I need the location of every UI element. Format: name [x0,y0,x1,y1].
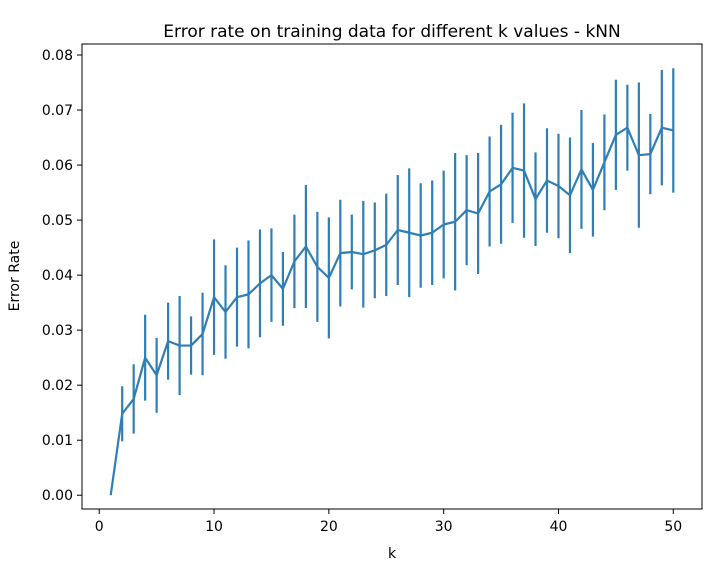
y-tick-label: 0.08 [42,48,73,64]
y-tick-label: 0.02 [42,378,73,394]
y-axis: 0.00 0.01 0.02 0.03 0.04 0.05 0.06 0.07 0.08 [42,48,82,504]
x-tick-label: 40 [550,519,568,535]
y-tick-label: 0.05 [42,213,73,229]
error-rate-line [109,126,674,496]
y-tick-label: 0.04 [42,268,73,284]
y-axis-label: Error Rate [7,241,23,312]
x-axis: 0 10 20 30 40 50 [95,509,682,535]
x-tick-label: 30 [435,519,453,535]
x-axis-label: k [388,546,397,562]
y-tick-label: 0.01 [42,433,73,449]
axes-frame [81,43,703,510]
x-tick-label: 20 [320,519,338,535]
x-tick-label: 10 [205,519,223,535]
y-tick-label: 0.06 [42,158,73,174]
y-tick-label: 0.03 [42,323,73,339]
chart-title: Error rate on training data for differen… [163,22,620,42]
plot-area [109,68,675,496]
x-tick-label: 50 [664,519,682,535]
x-tick-label: 0 [95,519,104,535]
y-tick-label: 0.00 [42,488,73,504]
y-tick-label: 0.07 [42,103,73,119]
